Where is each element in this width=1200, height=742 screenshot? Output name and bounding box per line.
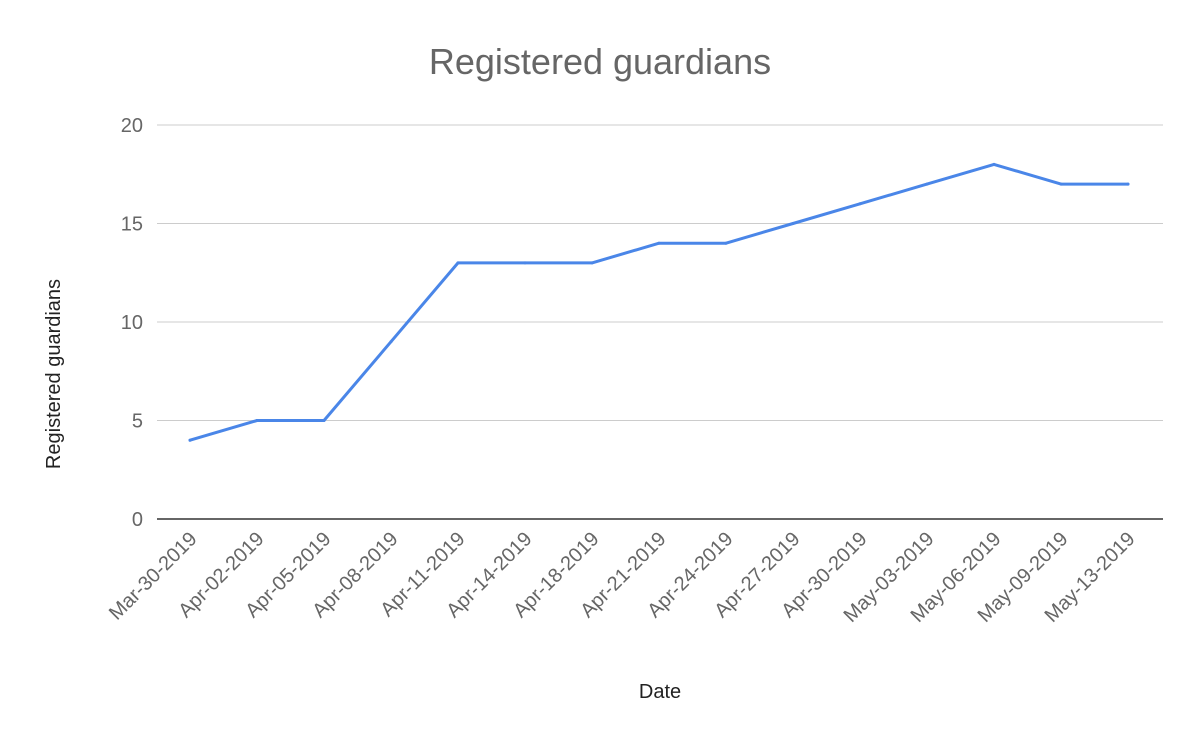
y-axis-ticks: 0 5 10 15 20 — [121, 115, 143, 531]
y-tick-label-15: 15 — [121, 214, 143, 236]
y-tick-label-10: 10 — [121, 312, 143, 334]
data-point — [858, 202, 862, 206]
data-point — [255, 419, 259, 422]
series-line-0 — [188, 162, 1130, 442]
data-point — [1059, 182, 1063, 186]
y-tick-label-20: 20 — [121, 115, 143, 137]
y-axis-title: Registered guardians — [43, 279, 65, 469]
data-point — [322, 419, 326, 422]
data-point — [456, 261, 460, 265]
chart-title: Registered guardians — [429, 41, 771, 82]
data-point — [791, 222, 795, 225]
x-axis-title: Date — [639, 681, 681, 703]
data-point — [925, 182, 929, 186]
y-tick-label-0: 0 — [132, 509, 143, 531]
data-point — [724, 241, 728, 245]
gridlines — [157, 124, 1163, 520]
y-tick-label-5: 5 — [132, 411, 143, 433]
data-point — [657, 241, 661, 245]
data-point — [590, 261, 594, 265]
x-axis-ticks: Mar-30-2019Apr-02-2019Apr-05-2019Apr-08-… — [105, 528, 1140, 627]
data-point — [188, 438, 192, 442]
data-point — [523, 261, 527, 265]
series-group — [188, 162, 1130, 442]
data-point — [992, 162, 996, 166]
data-point — [1126, 182, 1130, 186]
data-point — [389, 340, 393, 344]
